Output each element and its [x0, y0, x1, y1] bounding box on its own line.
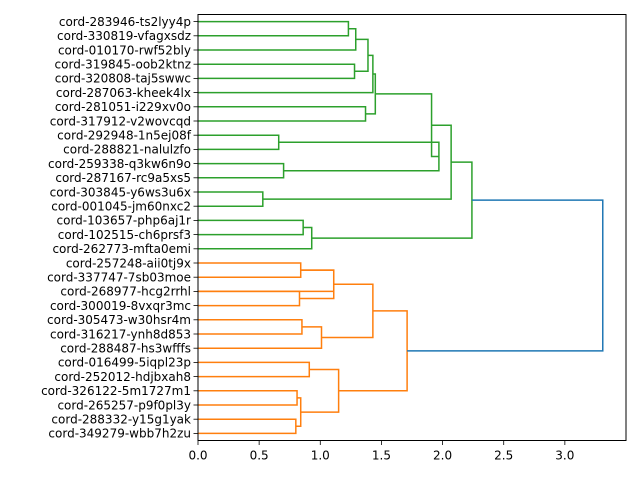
dendrogram-link-m14 [198, 219, 304, 236]
dendrogram-link-m12 [198, 191, 264, 207]
dendrogram-link-m22 [198, 326, 323, 349]
dendrogram-link-m3 [198, 63, 356, 80]
leaf-label: cord-316217-ynh8d853 [50, 327, 191, 341]
dendrogram-link-m6 [198, 106, 367, 122]
dendrogram-link-m20 [299, 269, 335, 300]
x-tick-label: 3.0 [555, 449, 574, 463]
dendrogram-link-m4 [354, 38, 369, 73]
leaf-label: cord-288487-hs3wfffs [60, 342, 191, 356]
leaf-label: cord-288332-y15g1yak [51, 413, 191, 427]
leaf-label: cord-268977-hcg2rrhl [60, 285, 191, 299]
leaf-label: cord-300019-8vxqr3mc [50, 299, 191, 313]
x-tick-label: 0.0 [188, 449, 207, 463]
x-tick-label: 2.5 [494, 449, 513, 463]
dendrogram-link-m25 [198, 418, 297, 435]
leaf-label: cord-010170-rwf52bly [58, 43, 191, 57]
dendrogram-link-m17 [198, 262, 302, 278]
leaf-label: cord-103657-php6aj1r [57, 214, 192, 228]
leaf-label: cord-288821-nalulzfo [63, 143, 191, 157]
leaf-label: cord-330819-vfagxsdz [57, 29, 191, 43]
leaf-label: cord-262773-mfta0emi [52, 242, 191, 256]
leaf-label: cord-283946-ts2lyy4p [59, 15, 191, 29]
leaf-label: cord-287063-kheek4lx [56, 86, 191, 100]
leaf-label: cord-320808-taj5swwc [55, 72, 191, 86]
dendrogram-link-m23 [321, 283, 374, 339]
x-tick-label: 1.0 [311, 449, 330, 463]
leaf-label: cord-292948-1n5ej08f [57, 129, 192, 143]
leaf-label: cord-317912-v2wovcqd [50, 114, 191, 128]
leaf-label: cord-349279-wbb7h2zu [48, 427, 191, 441]
dendrogram-link-m2 [198, 27, 357, 51]
x-tick-label: 2.0 [433, 449, 452, 463]
dendrogram-links [198, 20, 604, 435]
dendrogram-link-m11 [375, 93, 439, 158]
dendrogram-link-m24 [198, 361, 311, 378]
y-axis-leaf-labels: cord-283946-ts2lyy4pcord-330819-vfagxsdz… [41, 15, 198, 441]
dendrogram-link-m18 [198, 269, 335, 293]
x-axis: 0.0 0.5 1.0 1.5 2.0 2.5 3.0 [188, 440, 574, 463]
dendrogram-link-m10 [278, 141, 440, 172]
leaf-label: cord-303845-y6ws3u6x [50, 185, 191, 199]
leaf-label: cord-259338-q3kw6n9o [48, 157, 191, 171]
dendrogram-link-m30 [407, 199, 604, 352]
leaf-label: cord-252012-hdjbxah8 [54, 370, 191, 384]
leaf-label: cord-265257-p9f0pl3y [57, 398, 191, 412]
dendrogram-link-m7 [365, 73, 377, 115]
leaf-label: cord-305473-w30hsr4m [47, 313, 191, 327]
leaf-label: cord-319845-oob2ktnz [55, 58, 191, 72]
leaf-label: cord-326122-5m1727m1 [41, 384, 191, 398]
dendrogram-link-m21 [198, 319, 303, 335]
leaf-label: cord-257248-aii0tj9x [66, 256, 191, 270]
dendrogram-link-m26 [198, 390, 298, 406]
x-tick-label: 1.5 [372, 449, 391, 463]
dendrogram-link-m1 [198, 20, 350, 37]
leaf-label: cord-102515-ch6prsf3 [58, 228, 191, 242]
leaf-label: cord-287167-rc9a5xs5 [55, 171, 191, 185]
dendrogram-link-m9 [198, 162, 285, 179]
leaf-label: cord-281051-i229xv0o [55, 100, 191, 114]
dendrogram-link-m15 [198, 226, 313, 250]
axes-frame [197, 14, 627, 441]
leaf-label: cord-016499-5iqpl23p [58, 356, 191, 370]
dendrogram-link-m5 [198, 54, 374, 94]
leaf-label: cord-001045-jm60nxc2 [51, 200, 191, 214]
dendrogram-link-m16 [311, 161, 473, 239]
dendrogram-link-m13 [262, 124, 452, 200]
dendrogram-link-m8 [198, 134, 280, 151]
x-tick-label: 0.5 [250, 449, 269, 463]
dendrogram-link-m19 [198, 290, 301, 307]
leaf-label: cord-337747-7sb03moe [47, 271, 191, 285]
